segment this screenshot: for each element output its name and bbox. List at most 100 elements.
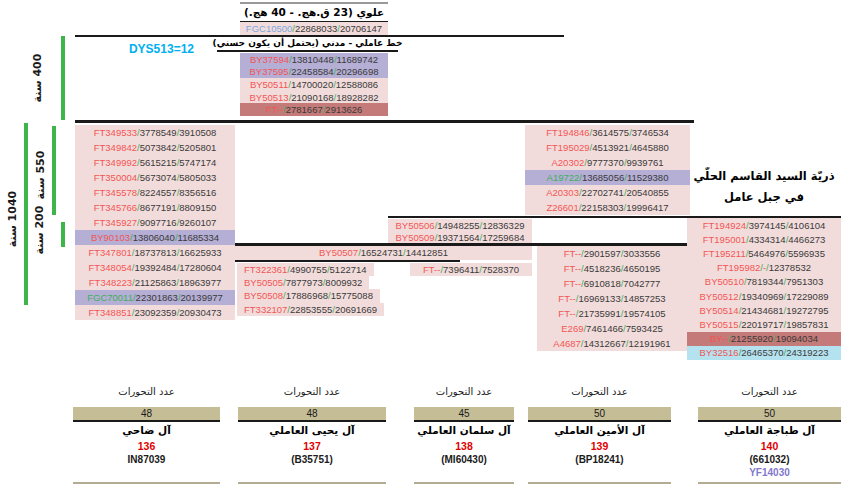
branch-header: خط عاملي - مدني (يحتمل أن يكون حسني)	[217, 37, 398, 50]
position-value: 2781667	[286, 104, 323, 115]
position-value: 5615215	[140, 157, 177, 168]
group-baseline	[238, 482, 386, 484]
snp-row: FT349533/3778549/3910508	[75, 125, 235, 140]
bracket-200y	[61, 222, 65, 247]
snp-name: Z26601	[546, 202, 578, 213]
snp-name: BY50506	[396, 220, 435, 231]
snp-row: BY37595/22458584/20296698	[240, 66, 388, 79]
snp-row: BY50514/21434681/19272795	[687, 303, 841, 317]
snp-name: FT195029	[546, 142, 589, 153]
position-value: 7042777	[623, 278, 660, 289]
clan-header-line2: في جبل عامل	[724, 187, 804, 208]
position-value: 13806040	[133, 232, 175, 243]
snp-name: FGC10500	[246, 23, 292, 34]
snp-row: FT347801/18737813/16625933	[75, 245, 235, 260]
bracket-550y	[52, 126, 56, 215]
snp-name: FT345927	[94, 217, 137, 228]
position-value: 17259684	[482, 232, 524, 243]
snp-row: FT350004/5673074/5805033	[75, 170, 235, 185]
group-baseline	[528, 482, 671, 484]
extra-kit-number: YF14030	[690, 467, 841, 478]
snp-row: BY--/21255920/19094034	[687, 332, 841, 346]
snp-row: FT332107/22853555/20691669	[237, 303, 384, 316]
era-header: علوي (23 ق.هج. - 40 هج.)	[240, 4, 388, 20]
snp-name: A20303	[546, 187, 579, 198]
position-value: 19996417	[626, 202, 668, 213]
mutation-count-bar: 50	[528, 407, 671, 422]
snp-name: A4687	[553, 338, 580, 349]
position-value: 7877973	[286, 277, 323, 288]
position-value: 19857831	[786, 319, 828, 330]
position-value: 21255920	[731, 333, 773, 344]
position-value: 11689742	[337, 54, 379, 65]
position-value: 9939761	[627, 157, 664, 168]
snp-name: BY50508	[244, 290, 283, 301]
position-value: 16524731	[361, 247, 403, 258]
position-value: 19371564	[437, 232, 479, 243]
snp-row: BY32516/26465370/24319223	[687, 346, 841, 360]
mutations-number: 139	[520, 440, 680, 452]
snp-row: Z26601/22158303/19996417	[525, 200, 690, 215]
snp-name: BY--	[710, 333, 728, 344]
snp-name: FT348054	[88, 262, 131, 273]
snp-name: FT--	[558, 308, 575, 319]
bracket-label-200y: 200 سنة	[33, 206, 46, 255]
snp-row: E269/7461466/7593425	[537, 321, 687, 336]
position-value: 3614575	[592, 127, 629, 138]
position-value: 8009932	[325, 277, 362, 288]
snp-row: FT345766/8677191/8809150	[75, 200, 235, 215]
position-value: 20691669	[335, 304, 377, 315]
divider-line	[217, 50, 398, 52]
snp-row: BY90103/13806040/11685334	[75, 230, 235, 245]
position-value: 18737813	[134, 247, 176, 258]
ydna-pedigree-chart: علوي (23 ق.هج. - 40 هج.) خط عاملي - مدني…	[0, 0, 841, 490]
snp-row: FT--/21735991/19574105	[537, 306, 687, 321]
position-value: 17886968	[286, 290, 328, 301]
snp-name: FT349842	[94, 142, 137, 153]
mutation-count-header: عدد التحورات	[232, 386, 392, 397]
position-value: 7461466	[586, 323, 623, 334]
snp-name: FT348851	[88, 307, 131, 318]
position-value: 22702741	[582, 187, 624, 198]
position-value: 19340969	[741, 291, 783, 302]
position-value: 4334314	[749, 234, 786, 245]
position-value: 2901597	[584, 248, 621, 259]
dys-marker-label: DYS513=12	[118, 42, 194, 56]
snp-name: BY37595	[250, 66, 289, 77]
position-value: 17280604	[179, 262, 221, 273]
bracket-label-550y: 550 سنة	[34, 151, 47, 200]
position-value: 8356516	[179, 187, 216, 198]
position-value: 5673074	[140, 172, 177, 183]
position-value: 18963977	[179, 277, 221, 288]
snp-name: FT194924	[703, 220, 746, 231]
snp-name: A19722	[547, 172, 580, 183]
snp-row: BY50508/17886968/15775088	[237, 289, 380, 302]
snp-name: FT--	[266, 104, 283, 115]
position-value: 5464976	[748, 248, 785, 259]
position-value: 2913626	[325, 104, 362, 115]
snp-name: FT345578	[94, 187, 137, 198]
snp-row: FT--/2901597/3033556	[537, 246, 687, 261]
position-value: 9097716	[140, 217, 177, 228]
mutation-count-header: عدد التحورات	[67, 386, 227, 397]
position-value: 7396411	[443, 264, 479, 275]
mutations-number: 140	[690, 440, 841, 452]
snp-row: FT--/4518236/4650195	[537, 261, 687, 276]
snp-name: BY50507	[319, 247, 358, 258]
mutation-count-bar: 50	[698, 407, 841, 422]
position-value: 11529380	[627, 172, 669, 183]
position-value: 14857253	[623, 293, 665, 304]
snp-name: FT350004	[94, 172, 137, 183]
mutation-count-bar: 48	[73, 407, 220, 422]
position-value: 11685334	[178, 232, 220, 243]
snp-name: A20302	[551, 157, 584, 168]
snp-row: FT348054/19392484/17280604	[75, 260, 235, 275]
position-value: 16969133	[578, 293, 620, 304]
position-value: 5805033	[179, 172, 216, 183]
snp-row: FT194924/3974145/4106104	[687, 218, 841, 232]
position-value: 20540855	[627, 187, 669, 198]
position-value: 4106104	[788, 220, 825, 231]
position-value: 5122714	[330, 264, 367, 275]
family-name: آل الأمين العاملي	[520, 424, 680, 436]
snp-row: A20302/9777370/9939761	[525, 155, 690, 170]
